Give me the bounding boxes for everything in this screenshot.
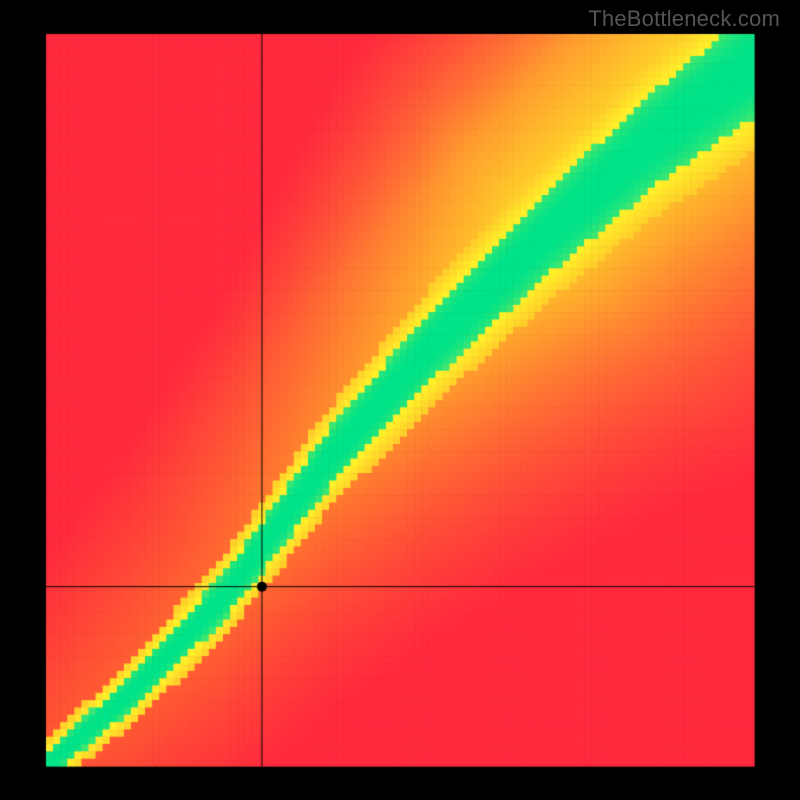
chart-container: TheBottleneck.com <box>0 0 800 800</box>
watermark-text: TheBottleneck.com <box>588 6 780 32</box>
heatmap-canvas <box>0 0 800 800</box>
